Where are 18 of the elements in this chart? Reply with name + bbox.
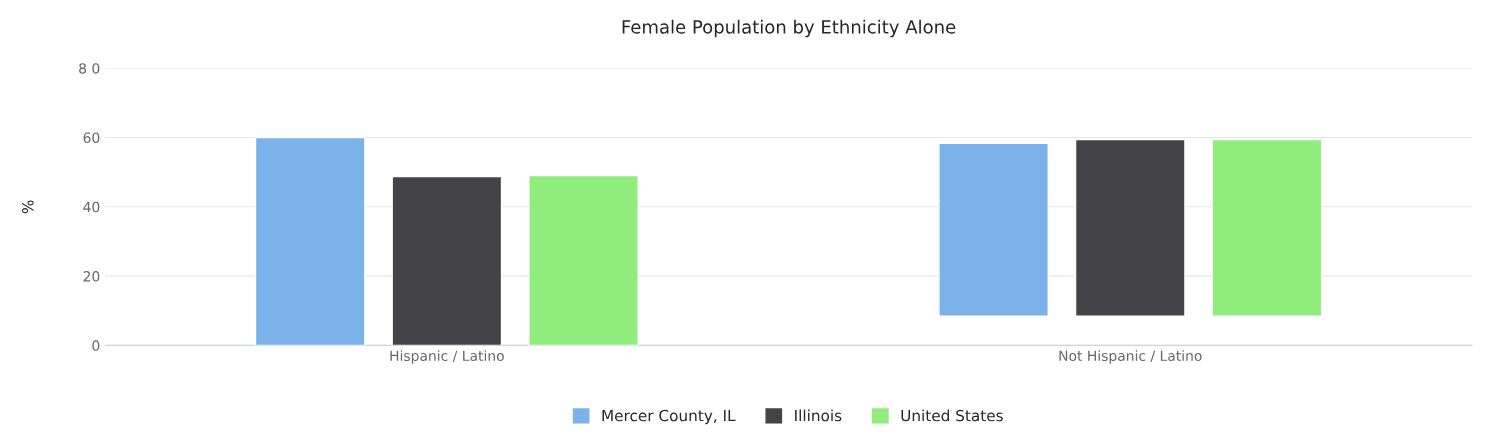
y-tick-label: 40 bbox=[83, 201, 100, 213]
chart-title: Female Population by Ethnicity Alone bbox=[622, 19, 956, 38]
y-axis-title: % bbox=[22, 200, 34, 214]
bar bbox=[938, 142, 1049, 317]
x-tick-label: Not Hispanic / Latino bbox=[1059, 350, 1202, 364]
y-tick-label: 0 bbox=[92, 340, 100, 351]
x-tick-label: Hispanic / Latino bbox=[390, 350, 504, 364]
legend-label: Illinois bbox=[795, 409, 842, 422]
bar bbox=[391, 175, 503, 346]
bar bbox=[528, 174, 639, 346]
y-tick-label: 60 bbox=[83, 132, 100, 143]
y-tick-label: 8 0 bbox=[79, 63, 100, 74]
bar bbox=[1074, 138, 1186, 317]
bar bbox=[1211, 138, 1323, 317]
legend-label: United States bbox=[901, 409, 1003, 422]
bar bbox=[254, 136, 366, 346]
y-tick-label: 20 bbox=[83, 271, 100, 282]
legend-label: Mercer County, IL bbox=[602, 409, 736, 425]
